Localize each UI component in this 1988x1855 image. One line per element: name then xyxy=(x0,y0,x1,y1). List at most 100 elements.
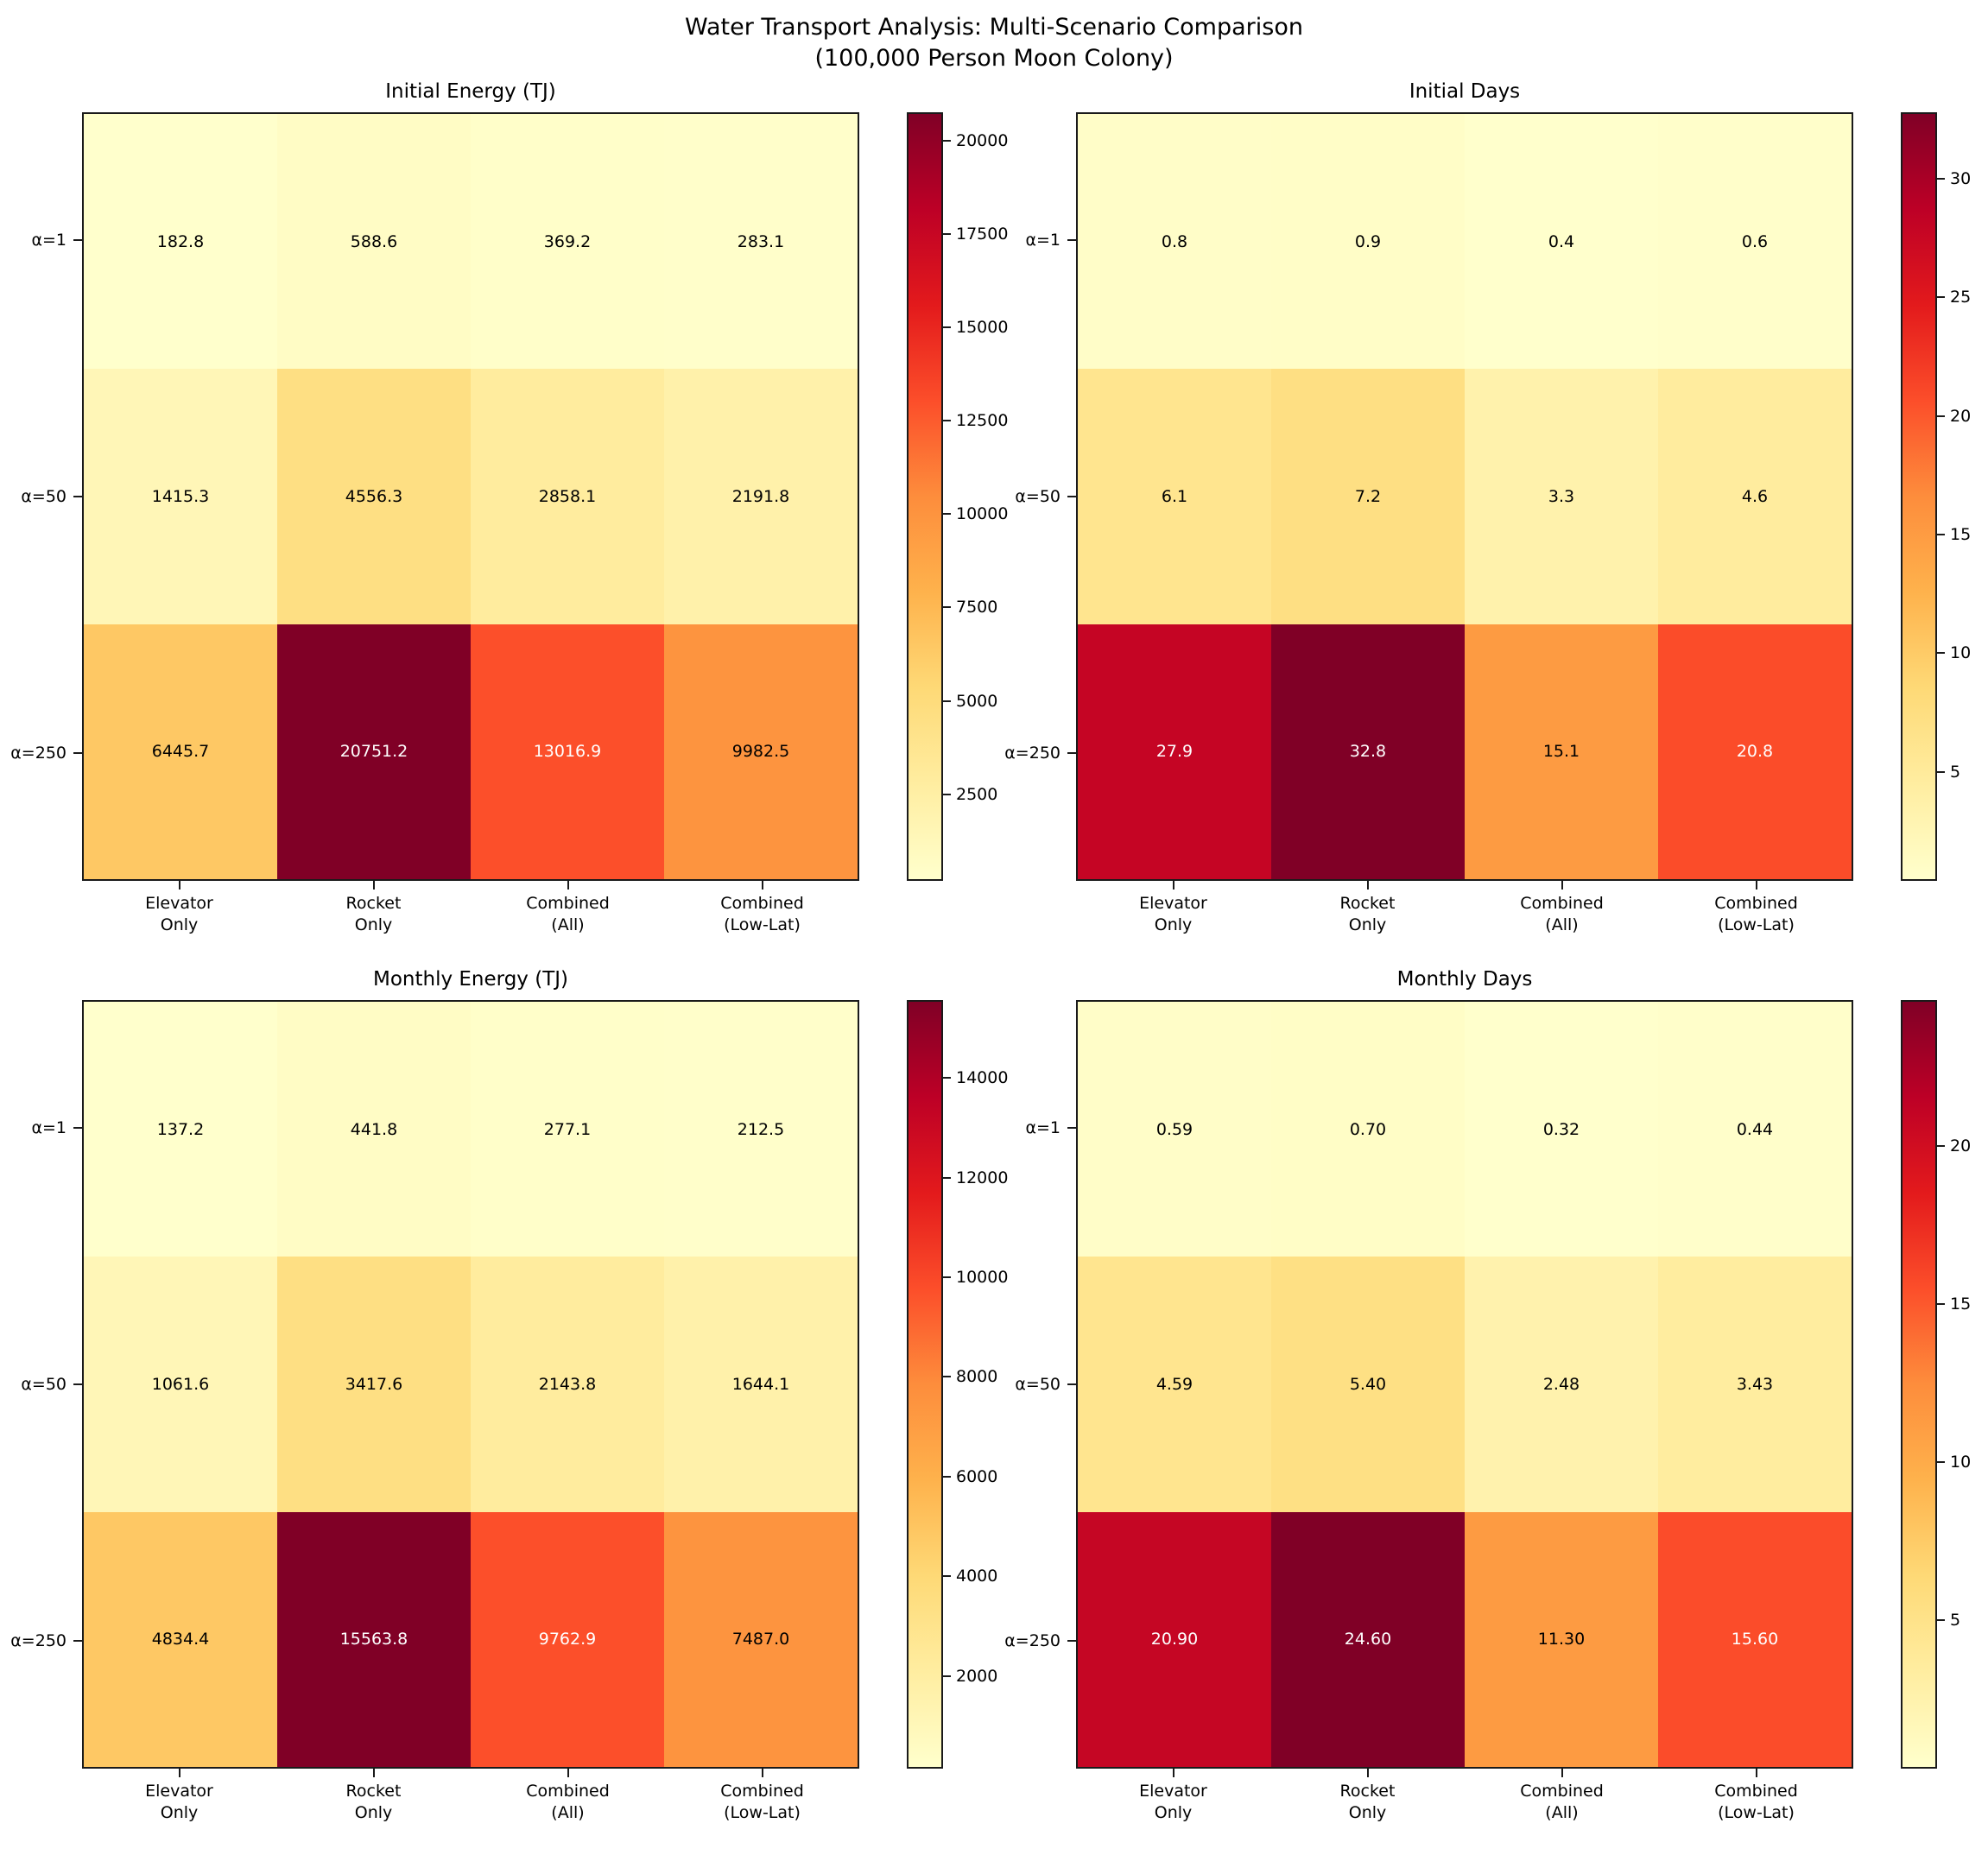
heatmap-cell: 20.8 xyxy=(1658,624,1852,879)
heatmap-cell: 0.59 xyxy=(1078,1002,1271,1257)
heatmap-grid: 182.8 588.6 369.2 283.1 1415.3 4556.3 2858.1 21… xyxy=(82,112,859,881)
colorbar-tick: 20 xyxy=(1937,407,1971,426)
colorbar-tick: 20000 xyxy=(943,131,1008,150)
heatmap-cell: 24.60 xyxy=(1271,1511,1465,1767)
x-tick-mark xyxy=(1561,1769,1563,1777)
colorbar-gradient xyxy=(907,1000,943,1769)
colorbar-tick-label: 25 xyxy=(1950,288,1972,307)
x-tick-label: Combined (All) xyxy=(471,881,665,935)
heatmap-cell: 1415.3 xyxy=(84,369,277,624)
colorbar-gradient xyxy=(1901,112,1937,881)
heatmap-cell: 137.2 xyxy=(84,1002,277,1257)
heatmap-cell: 2858.1 xyxy=(471,369,664,624)
heatmap-cell: 0.4 xyxy=(1465,114,1658,370)
colorbar-tick: 8000 xyxy=(943,1367,997,1386)
y-tick: α=250 xyxy=(1004,1631,1076,1650)
y-axis: α=1 α=50 α=250 xyxy=(994,1000,1076,1769)
heatmap-cell: 4.6 xyxy=(1658,369,1852,624)
x-tick-mark xyxy=(1172,881,1174,890)
colorbar-tick: 17500 xyxy=(943,225,1008,244)
figure-title: Water Transport Analysis: Multi-Scenario… xyxy=(0,0,1988,74)
heatmap-cell: 1644.1 xyxy=(664,1257,858,1512)
colorbar-tick: 15000 xyxy=(943,318,1008,337)
colorbar-tick-mark xyxy=(1937,296,1945,299)
y-tick-mark xyxy=(73,1383,82,1385)
x-tick-mark xyxy=(761,881,763,890)
heatmap-cell: 283.1 xyxy=(664,114,858,370)
x-tick-mark xyxy=(1366,881,1369,890)
colorbar-tick: 5 xyxy=(1937,763,1960,782)
colorbar-tick-label: 12000 xyxy=(956,1168,1009,1187)
heatmap-cell: 15.1 xyxy=(1465,624,1658,879)
x-tick-label: Rocket Only xyxy=(276,881,471,935)
y-tick: α=50 xyxy=(21,487,82,506)
heatmap-cell: 20.90 xyxy=(1078,1511,1271,1767)
x-axis: Elevator Only Rocket Only Combined (All) Co… xyxy=(1076,881,1853,935)
colorbar-tick-label: 6000 xyxy=(956,1466,998,1486)
x-tick-mark xyxy=(1755,881,1757,890)
y-tick-label: α=1 xyxy=(1025,231,1060,250)
x-tick-label: Combined (Low-Lat) xyxy=(665,881,859,935)
x-tick-mark xyxy=(372,1769,375,1777)
x-tick-label: Rocket Only xyxy=(276,1769,471,1823)
y-tick: α=250 xyxy=(10,1631,82,1650)
x-tick-mark xyxy=(178,1769,180,1777)
colorbar-tick-mark xyxy=(1937,1461,1945,1464)
y-tick: α=1 xyxy=(1025,231,1076,250)
panel-monthly-energy: Monthly Energy (TJ) α=1 α=50 α=250 137.2 44… xyxy=(0,962,1008,1850)
colorbar-tick-label: 5000 xyxy=(956,691,998,711)
colorbar-tick: 15 xyxy=(1937,525,1971,544)
heatmap-cell: 3.43 xyxy=(1658,1257,1852,1512)
colorbar-tick-label: 12500 xyxy=(956,411,1009,431)
colorbar-gradient xyxy=(907,112,943,881)
colorbar-tick-label: 7500 xyxy=(956,598,998,617)
plot-title: Monthly Days xyxy=(1396,968,1533,991)
panel-initial-energy: Initial Energy (TJ) α=1 α=50 α=250 182.8 58… xyxy=(0,74,1008,962)
colorbar-tick-label: 5 xyxy=(1950,762,1961,782)
y-tick-label: α=1 xyxy=(1025,1118,1060,1138)
y-tick-label: α=50 xyxy=(21,1375,66,1394)
y-tick-label: α=50 xyxy=(21,487,66,506)
colorbar-tick: 10000 xyxy=(943,1268,1008,1287)
x-tick-mark xyxy=(1561,881,1563,890)
colorbar-tick-mark xyxy=(943,1176,951,1179)
colorbar: 2000 4000 6000 8000 10000 12000 14000 xyxy=(907,1000,1036,1769)
heatmap-cell: 277.1 xyxy=(471,1002,664,1257)
colorbar-tick-label: 30 xyxy=(1950,168,1972,188)
y-tick-mark xyxy=(1067,1383,1076,1385)
y-tick-mark xyxy=(73,239,82,242)
y-tick-mark xyxy=(1067,239,1076,242)
x-tick-label: Elevator Only xyxy=(82,881,276,935)
colorbar-tick-mark xyxy=(943,513,951,516)
colorbar-tick: 12500 xyxy=(943,411,1008,430)
heatmap-cell: 15.60 xyxy=(1658,1511,1852,1767)
colorbar-tick-label: 20 xyxy=(1950,406,1972,426)
x-tick-mark xyxy=(1172,1769,1174,1777)
heatmap-grid: 137.2 441.8 277.1 212.5 1061.6 3417.6 2143.8 16… xyxy=(82,1000,859,1769)
colorbar-tick-mark xyxy=(943,1475,951,1478)
x-axis: Elevator Only Rocket Only Combined (All) Co… xyxy=(82,1769,859,1823)
heatmap-cell: 32.8 xyxy=(1271,624,1465,879)
x-tick-label: Combined (Low-Lat) xyxy=(665,1769,859,1823)
colorbar-tick: 14000 xyxy=(943,1068,1008,1087)
colorbar-tick-mark xyxy=(1937,652,1945,655)
heatmap-cell: 9762.9 xyxy=(471,1511,664,1767)
colorbar-tick: 4000 xyxy=(943,1567,997,1586)
y-tick: α=50 xyxy=(1015,1375,1076,1394)
colorbar-tick-label: 15 xyxy=(1950,1294,1972,1314)
heatmap-cell: 13016.9 xyxy=(471,624,664,879)
x-tick-label: Combined (All) xyxy=(1465,1769,1659,1823)
colorbar-tick-label: 4000 xyxy=(956,1567,998,1586)
y-tick-mark xyxy=(73,496,82,497)
colorbar-tick-label: 2500 xyxy=(956,784,998,804)
colorbar-tick-mark xyxy=(1937,1144,1945,1147)
heatmap-cell: 7.2 xyxy=(1271,369,1465,624)
x-tick-label: Elevator Only xyxy=(1076,1769,1270,1823)
heatmap-cell: 2191.8 xyxy=(664,369,858,624)
colorbar-tick-mark xyxy=(943,1077,951,1079)
plot-title: Monthly Energy (TJ) xyxy=(372,968,568,991)
y-tick: α=1 xyxy=(31,231,82,250)
x-tick-label: Elevator Only xyxy=(82,1769,276,1823)
heatmap-cell: 27.9 xyxy=(1078,624,1271,879)
